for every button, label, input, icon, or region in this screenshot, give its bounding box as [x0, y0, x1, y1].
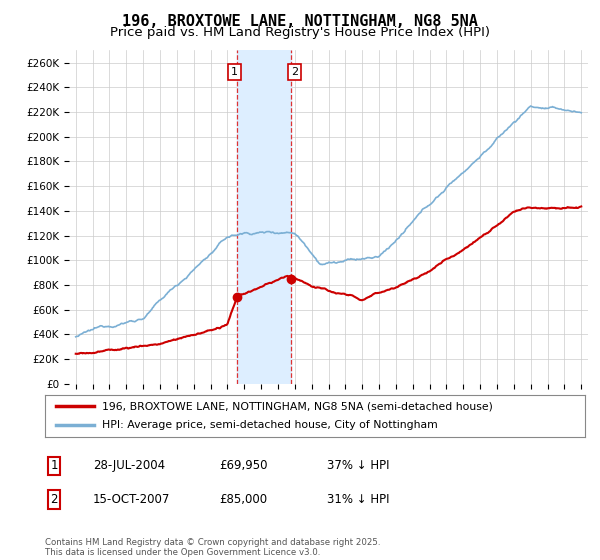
- Text: 1: 1: [231, 67, 238, 77]
- Text: 2: 2: [50, 493, 58, 506]
- Text: 1: 1: [50, 459, 58, 473]
- Text: 196, BROXTOWE LANE, NOTTINGHAM, NG8 5NA (semi-detached house): 196, BROXTOWE LANE, NOTTINGHAM, NG8 5NA …: [101, 401, 493, 411]
- Text: 15-OCT-2007: 15-OCT-2007: [93, 493, 170, 506]
- Text: £69,950: £69,950: [219, 459, 268, 473]
- Text: 28-JUL-2004: 28-JUL-2004: [93, 459, 165, 473]
- Text: HPI: Average price, semi-detached house, City of Nottingham: HPI: Average price, semi-detached house,…: [101, 421, 437, 431]
- Text: £85,000: £85,000: [219, 493, 267, 506]
- Text: Contains HM Land Registry data © Crown copyright and database right 2025.
This d: Contains HM Land Registry data © Crown c…: [45, 538, 380, 557]
- Text: 31% ↓ HPI: 31% ↓ HPI: [327, 493, 389, 506]
- Text: 2: 2: [291, 67, 298, 77]
- Text: Price paid vs. HM Land Registry's House Price Index (HPI): Price paid vs. HM Land Registry's House …: [110, 26, 490, 39]
- Bar: [237, 50, 291, 384]
- Text: 37% ↓ HPI: 37% ↓ HPI: [327, 459, 389, 473]
- Text: 196, BROXTOWE LANE, NOTTINGHAM, NG8 5NA: 196, BROXTOWE LANE, NOTTINGHAM, NG8 5NA: [122, 14, 478, 29]
